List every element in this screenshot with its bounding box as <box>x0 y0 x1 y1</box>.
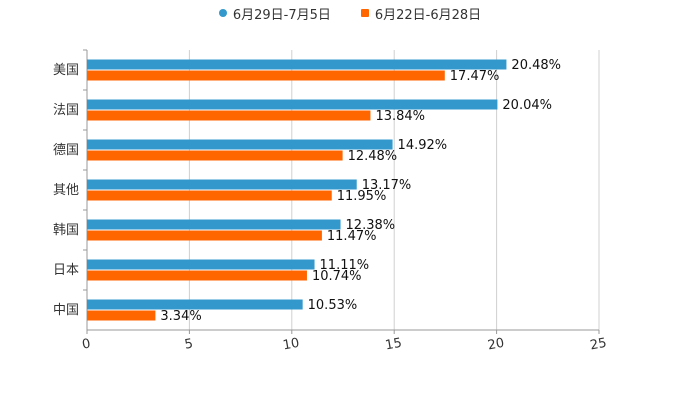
y-category-label-6: 中国 <box>53 303 79 318</box>
y-category-label-0: 美国 <box>53 63 79 78</box>
data-label-series-1-6: 10.53% <box>308 298 358 313</box>
legend-label-series-1: 6月29日-7月5日 <box>232 7 331 23</box>
bar-series-1-4 <box>87 219 341 230</box>
bar-series-1-6 <box>87 299 303 310</box>
chart-legend: 6月29日-7月5日 6月22日-6月28日 <box>0 4 700 23</box>
bar-series-2-2 <box>87 150 343 161</box>
x-tick-label-5: 25 <box>589 336 608 354</box>
x-tick-label-0: 0 <box>81 336 92 352</box>
data-label-series-1-3: 13.17% <box>362 178 412 193</box>
bar-series-1-1 <box>87 99 498 110</box>
data-label-series-2-5: 10.74% <box>312 269 362 284</box>
bar-series-2-4 <box>87 230 322 241</box>
bar-series-2-5 <box>87 270 307 281</box>
legend-marker-series-1 <box>218 9 227 17</box>
bar-series-2-6 <box>87 310 156 321</box>
data-label-series-1-5: 11.11% <box>320 258 370 273</box>
x-tick-label-1: 5 <box>183 336 194 352</box>
x-tick-label-3: 15 <box>384 336 403 354</box>
y-category-label-2: 德国 <box>53 143 79 158</box>
data-label-series-2-6: 3.34% <box>160 309 201 324</box>
legend-label-series-2: 6月22日-6月28日 <box>374 7 482 23</box>
data-label-series-2-0: 17.47% <box>450 69 500 84</box>
legend-item-series-2[interactable]: 6月22日-6月28日 <box>360 4 482 23</box>
y-category-label-1: 法国 <box>53 103 79 118</box>
bar-series-1-5 <box>87 259 315 270</box>
y-category-label-3: 其他 <box>53 183 79 198</box>
legend-marker-series-2 <box>360 9 369 17</box>
bar-series-1-0 <box>87 59 507 70</box>
bar-series-1-3 <box>87 179 357 190</box>
bar-series-2-0 <box>87 70 445 81</box>
data-label-series-2-4: 11.47% <box>327 229 377 244</box>
data-label-series-2-1: 13.84% <box>375 109 425 124</box>
data-label-series-1-2: 14.92% <box>398 138 448 153</box>
legend-item-series-1[interactable]: 6月29日-7月5日 <box>218 4 331 23</box>
data-label-series-2-2: 12.48% <box>348 149 398 164</box>
data-label-series-1-1: 20.04% <box>502 98 552 113</box>
x-tick-label-2: 10 <box>282 336 301 354</box>
data-label-series-2-3: 11.95% <box>337 189 387 204</box>
x-tick-label-4: 20 <box>487 336 506 354</box>
data-label-series-1-0: 20.48% <box>511 58 561 73</box>
data-label-series-1-4: 12.38% <box>346 218 396 233</box>
y-category-label-4: 韩国 <box>53 223 79 238</box>
bar-series-2-3 <box>87 190 332 201</box>
y-category-label-5: 日本 <box>53 263 79 278</box>
bar-series-2-1 <box>87 110 371 121</box>
bar-series-1-2 <box>87 139 393 150</box>
